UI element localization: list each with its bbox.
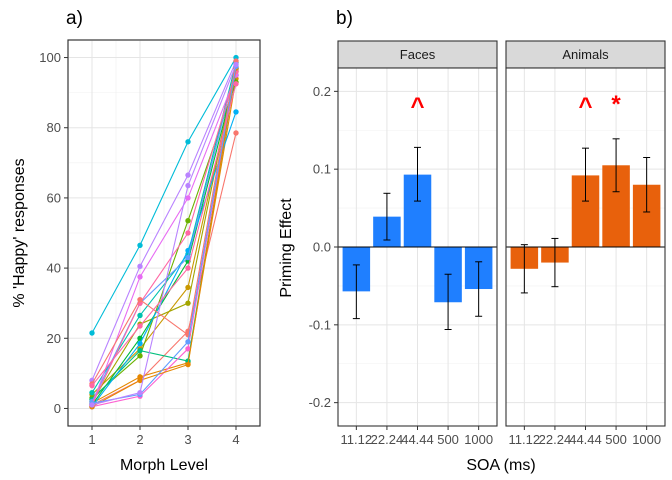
panel-a-data-point (89, 330, 95, 336)
panel-a-series-group (89, 54, 239, 410)
panel-a-x-ticks: 1 2 3 4 (88, 426, 240, 447)
panel-a-x-tick-label: 3 (184, 432, 191, 447)
x-tick-label: 11.12 (509, 432, 541, 447)
panel-a-data-point (185, 230, 191, 236)
panel-a-data-point (137, 377, 143, 384)
panel-a-y-tick-label: 0 (54, 401, 61, 416)
panel-a-data-point (233, 109, 239, 115)
panel-a-data-point (185, 346, 191, 352)
panel-a-data-point (137, 353, 143, 359)
panel-a-data-point (137, 274, 143, 280)
x-tick-label: 1000 (464, 432, 493, 447)
panel-a-data-point (137, 312, 143, 319)
panel-a-data-point (137, 323, 143, 329)
panel-a-data-point (185, 361, 191, 368)
panel-a-data-point (137, 340, 143, 347)
panel-a-x-tick-label: 1 (88, 432, 95, 447)
panel-a-series-line (91, 83, 237, 386)
panel-b-tag: b) (336, 8, 353, 29)
panel-a-series-line (91, 67, 237, 408)
panel-a-data-point (89, 382, 95, 389)
panel-b-y-tick-label: 0.2 (313, 84, 331, 99)
significance-caret-marker: ^ (578, 93, 592, 120)
panel-a-data-point (185, 265, 191, 271)
panel-a-data-point (137, 242, 143, 248)
panel-b-y-axis-title: Priming Effect (278, 198, 295, 298)
panel-a-line-chart: a) 0 20 40 60 80 100 1 2 3 4 Morph Level % 'Happ… (11, 8, 261, 474)
panel-a-y-axis-title: % 'Happy' responses (11, 158, 28, 307)
panel-a-data-point (137, 263, 143, 270)
panel-a-data-point (137, 389, 143, 396)
significance-caret-marker: ^ (410, 93, 424, 120)
x-tick-label: 22.24 (371, 432, 404, 447)
panel-b-y-tick-label: 0.0 (313, 240, 331, 255)
panel-a-y-tick-label: 80 (47, 120, 61, 135)
panel-a-tag: a) (66, 8, 83, 29)
panel-a-data-point (137, 296, 143, 303)
panel-a-data-point (89, 389, 95, 396)
panel-a-series-line (91, 71, 237, 406)
panel-a-grid (68, 40, 260, 426)
panel-b-y-tick-label: -0.2 (309, 395, 331, 410)
x-tick-label: 500 (605, 432, 627, 447)
facet-strip-label: Faces (400, 47, 436, 62)
panel-a-y-tick-label: 100 (39, 50, 61, 65)
panel-a-data-point (185, 182, 191, 189)
panel-a-series-line (91, 67, 237, 402)
panel-a-data-point (185, 172, 191, 178)
x-tick-label: 44.44 (569, 432, 602, 447)
panel-a-data-point (137, 347, 143, 354)
panel-a-y-tick-label: 40 (47, 261, 61, 276)
panel-a-x-tick-label: 2 (136, 432, 143, 447)
panel-a-series-line (91, 60, 237, 385)
x-tick-label: 44.44 (401, 432, 434, 447)
panel-a-data-point (233, 61, 239, 68)
panel-a-data-point (185, 254, 191, 261)
panel-a-series-line (91, 74, 237, 406)
panel-a-data-point (89, 402, 95, 408)
panel-b-x-axis-title: SOA (ms) (466, 457, 535, 474)
panel-a-frame (67, 39, 261, 427)
panel-a-data-point (233, 130, 239, 136)
facet-strip (337, 40, 498, 69)
x-tick-label: 1000 (632, 432, 661, 447)
facet-frame (505, 67, 666, 427)
facet-strip-label: Animals (562, 47, 609, 62)
panel-b-y-tick-label: 0.1 (313, 162, 331, 177)
panel-a-series-line (91, 60, 237, 381)
x-tick-label: 11.12 (341, 432, 373, 447)
significance-asterisk-marker: * (611, 91, 621, 118)
panel-a-data-point (233, 81, 239, 87)
panel-b-y-ticks: -0.2 -0.1 0.0 0.1 0.2 (309, 84, 338, 410)
x-tick-label: 500 (437, 432, 459, 447)
panel-a-series-line (91, 57, 237, 334)
panel-a-x-tick-label: 4 (232, 432, 239, 447)
panel-a-y-tick-label: 60 (47, 190, 61, 205)
panel-a-y-tick-label: 20 (47, 331, 61, 346)
panel-a-series-line (91, 67, 237, 402)
panel-a-data-point (185, 139, 191, 145)
panel-a-x-axis-title: Morph Level (120, 457, 208, 474)
panel-a-data-point (185, 218, 191, 224)
panel-b-y-tick-label: -0.1 (309, 317, 331, 332)
panel-a-data-point (137, 335, 143, 341)
panel-a-data-point (185, 284, 191, 291)
panel-a-data-point (185, 339, 191, 345)
x-tick-label: 22.24 (539, 432, 572, 447)
panel-a-data-point (185, 195, 191, 201)
panel-a-y-ticks: 0 20 40 60 80 100 (39, 50, 68, 416)
panel-a-series-line (91, 64, 237, 406)
panel-a-series-line (91, 78, 237, 404)
panel-a-data-point (185, 300, 191, 306)
